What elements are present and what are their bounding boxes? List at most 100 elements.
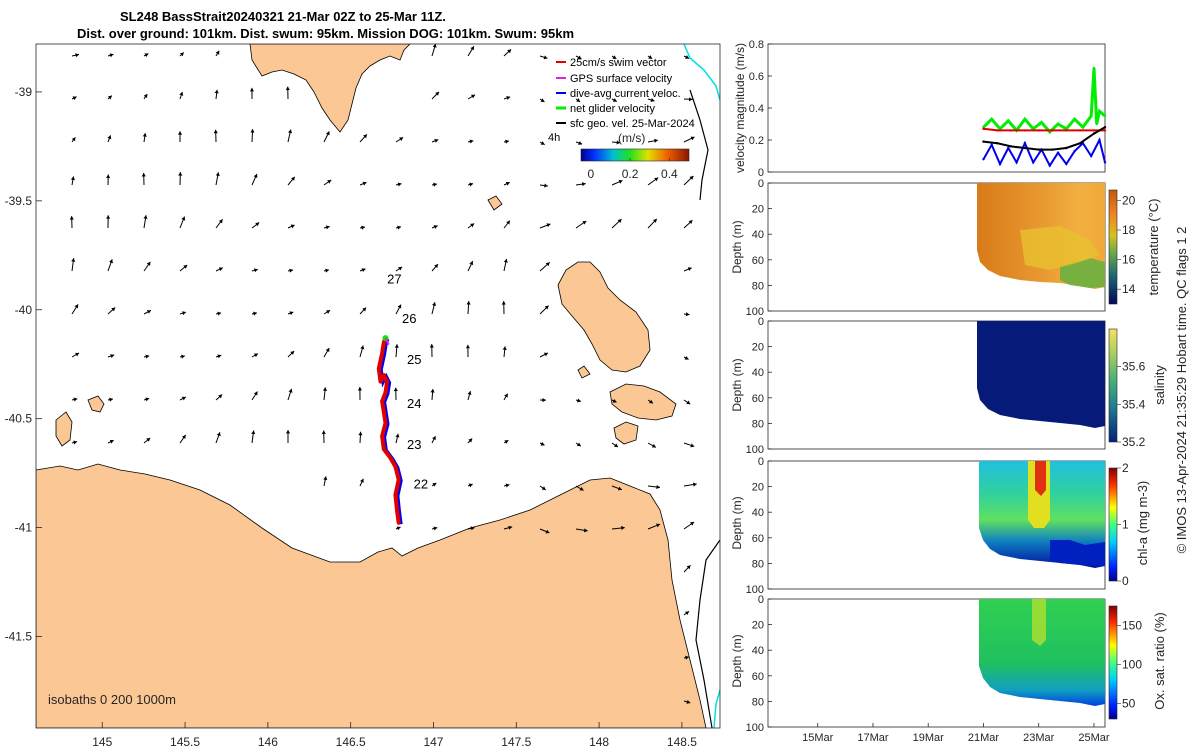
time-x-tick-label: 21Mar xyxy=(968,732,1000,744)
colorbar-tick-label: 50 xyxy=(1122,696,1136,710)
velocity-data-point xyxy=(1092,132,1096,135)
geo-velocity-arrowhead xyxy=(686,699,691,704)
chla-y-ticks: 0 20 40 60 80 100 xyxy=(746,456,772,596)
temperature-colorbar xyxy=(1108,189,1118,305)
geo-velocity-arrowhead xyxy=(215,50,220,55)
geo-velocity-arrowhead xyxy=(255,222,260,227)
map-y-ticks: -39 -39.5 -40 -40.5 -41 -41.5 xyxy=(5,85,42,644)
map-y-tick-label: -39.5 xyxy=(5,194,33,208)
velocity-data-point xyxy=(982,158,985,161)
map-x-tick-label: 148 xyxy=(589,735,609,749)
track-point xyxy=(395,508,399,512)
cape-barren-island-land xyxy=(609,383,677,421)
geo-velocity-arrowhead xyxy=(434,138,439,143)
legend-swim-label: 25cm/s swim vector xyxy=(570,57,667,69)
geo-velocity-arrowhead xyxy=(617,486,622,491)
velocity-data-point xyxy=(996,142,999,145)
salinity-clabel: salinity xyxy=(1152,365,1167,405)
velocity-data-point xyxy=(1103,161,1107,164)
track-point xyxy=(378,380,383,384)
velocity-y-tick-label: 0.4 xyxy=(749,103,764,115)
velocity-y-ticks: 0 0.2 0.4 0.6 0.8 xyxy=(749,39,772,179)
geo-velocity-arrowhead xyxy=(469,139,474,144)
east-coast-line-lower xyxy=(695,539,720,728)
geo-velocity-arrowhead xyxy=(179,91,184,96)
velocity-series-line xyxy=(982,67,1106,135)
isobaths-label: isobaths 0 200 1000m xyxy=(48,692,176,707)
geo-velocity-arrowhead xyxy=(106,215,111,219)
copyright-footer: © IMOS 13-Apr-2024 21:35:29 Hobart time.… xyxy=(1174,227,1189,554)
velocity-data-point xyxy=(1056,122,1060,126)
geo-velocity-arrowhead xyxy=(543,352,548,357)
velocity-data-point xyxy=(1048,164,1051,167)
day-labels: 22 23 24 25 26 27 xyxy=(387,272,428,492)
geo-velocity-arrowhead xyxy=(468,438,473,443)
chla-ylabel: Depth (m) xyxy=(730,496,744,549)
colorbar-tick-label: 35.2 xyxy=(1122,435,1146,449)
depth-y-tick-label: 40 xyxy=(752,367,764,379)
colorbar-tick-label: 14 xyxy=(1122,282,1136,296)
velocity-data-point xyxy=(1051,129,1054,132)
geo-velocity-arrowhead xyxy=(466,301,471,305)
geo-velocity-arrowhead xyxy=(110,354,115,359)
geo-velocity-arrowhead xyxy=(357,387,362,391)
geo-velocity-arrowhead xyxy=(505,483,510,488)
velocity-data-point xyxy=(1065,129,1068,132)
geo-velocity-arrowhead xyxy=(181,396,186,401)
geo-velocity-arrowhead xyxy=(146,437,151,442)
day-label: 24 xyxy=(407,396,421,411)
geo-velocity-arrowhead xyxy=(289,268,294,273)
geo-velocity-arrowhead xyxy=(363,134,367,139)
geo-velocity-arrowhead xyxy=(469,182,474,187)
velocity-y-tick-label: 0.6 xyxy=(749,71,764,83)
dive-avg-current-trace xyxy=(379,338,403,525)
velocity-data-point xyxy=(1098,110,1101,113)
geo-velocity-arrowhead xyxy=(182,311,186,316)
track-point xyxy=(383,421,388,425)
geo-velocity-arrowhead xyxy=(654,177,659,182)
velocity-data-point xyxy=(1092,129,1096,132)
geo-velocity-arrowhead xyxy=(177,131,183,135)
time-x-ticks: 15Mar 17Mar 19Mar 21Mar 23Mar 25Mar xyxy=(802,723,1110,744)
geo-velocity-arrowhead xyxy=(688,220,693,225)
geo-velocity-arrowhead xyxy=(465,344,470,349)
geo-velocity-arrowhead xyxy=(178,172,183,176)
map-panel: 22 23 24 25 26 27 145 145.5 146 146.5 147 147.5 148… xyxy=(5,43,721,749)
depth-y-tick-label: 100 xyxy=(746,584,764,596)
colorbar-tick-label: 150 xyxy=(1122,618,1142,632)
depth-y-tick-label: 100 xyxy=(746,306,764,318)
velocity-y-tick-label: 0.2 xyxy=(749,135,764,147)
salinity-colorbar-ticks: 35.2 35.4 35.6 xyxy=(1117,360,1146,449)
velocity-data-point xyxy=(1065,162,1068,166)
geo-velocity-arrowhead xyxy=(581,182,586,187)
temperature-yellow-zone xyxy=(1020,226,1100,270)
velocity-data-point xyxy=(1103,114,1107,118)
geo-velocity-arrowhead xyxy=(506,220,510,225)
geo-velocity-arrowhead xyxy=(72,96,77,101)
geo-velocity-arrowhead xyxy=(218,394,223,399)
temperature-clabel: temperature (°C) xyxy=(1146,199,1161,296)
geo-velocity-arrowhead xyxy=(216,432,221,437)
track-point xyxy=(380,351,384,355)
depth-y-tick-label: 60 xyxy=(752,393,764,405)
map-x-tick-label: 147.5 xyxy=(501,735,531,749)
velocity-data-point xyxy=(1056,151,1060,154)
track-point xyxy=(397,521,401,525)
geo-velocity-arrowhead xyxy=(541,486,546,490)
geo-velocity-arrowhead xyxy=(325,268,329,273)
velocity-data-point xyxy=(1051,148,1054,151)
geo-velocity-arrowhead xyxy=(434,264,439,269)
geo-velocity-arrowhead xyxy=(290,351,295,355)
geo-velocity-arrowhead xyxy=(107,95,112,100)
day-label: 27 xyxy=(387,272,401,287)
geo-velocity-arrowhead xyxy=(429,344,434,348)
map-y-tick-label: -40.5 xyxy=(5,412,33,426)
velocity-y-tick-label: 0.8 xyxy=(749,39,764,51)
time-x-tick-label: 17Mar xyxy=(857,732,889,744)
isobath-cyan-top xyxy=(683,44,720,101)
time-x-tick-label: 25Mar xyxy=(1078,732,1110,744)
geo-velocity-arrowhead xyxy=(146,261,151,266)
geo-velocity-arrowhead xyxy=(430,389,435,393)
geo-velocity-arrowhead xyxy=(111,307,116,312)
speed-colorbar xyxy=(580,148,690,162)
